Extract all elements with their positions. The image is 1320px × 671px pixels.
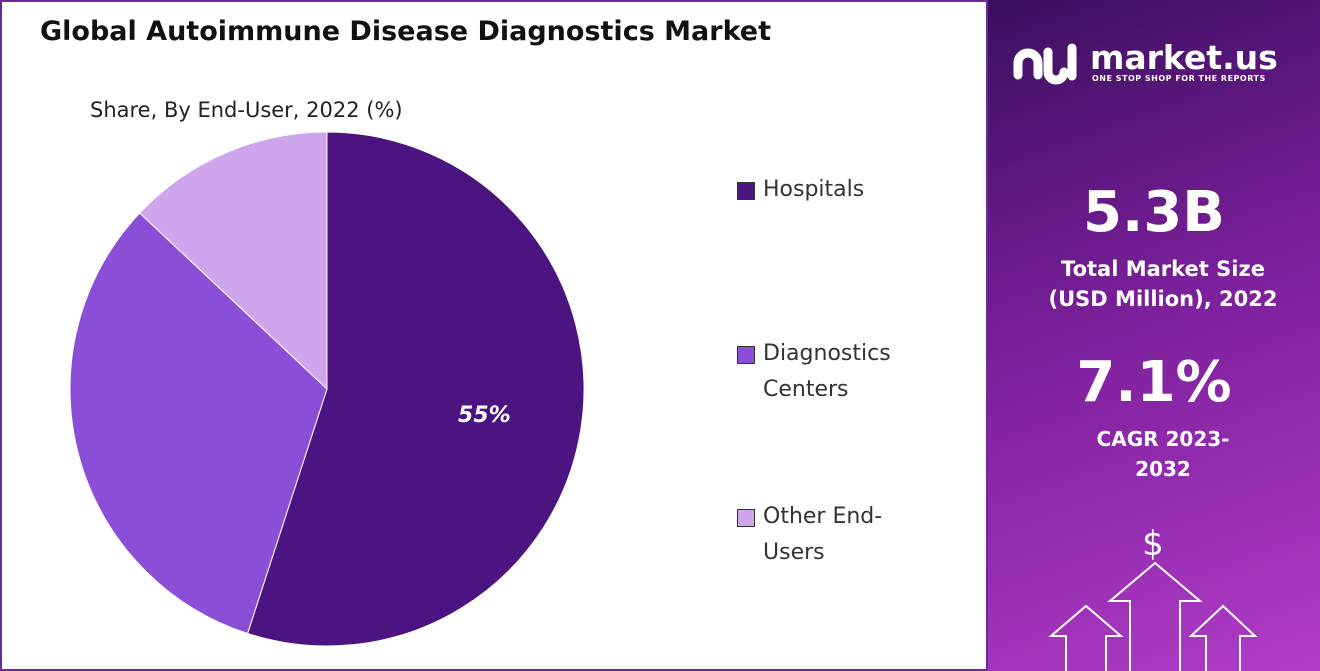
legend-entry: Other End-Users <box>737 499 927 571</box>
legend-swatch <box>737 346 755 364</box>
arrows <box>1048 561 1258 671</box>
legend-swatch <box>737 182 755 200</box>
data-label: 55% <box>458 403 511 428</box>
chart-title: Global Autoimmune Disease Diagnostics Ma… <box>40 16 772 47</box>
side-panel: $ market.us ONE STOP SHOP FOR THE REPORT… <box>988 0 1320 671</box>
legend-entry: Hospitals <box>737 172 927 208</box>
legend-label: Other End-Users <box>763 504 883 565</box>
cagr: 7.1% <box>1076 350 1232 415</box>
brand: market.us <box>1090 38 1278 77</box>
pie-slice <box>138 131 328 391</box>
market-size: 5.3B <box>1083 180 1225 245</box>
cagr-label: CAGR 2023-2032 <box>1096 427 1230 481</box>
tagline: ONE STOP SHOP FOR THE REPORTS <box>1092 74 1266 83</box>
chart-subtitle: Share, By End-User, 2022 (%) <box>90 98 403 122</box>
market-size-label: Total Market Size (USD Million), 2022 <box>1048 257 1278 311</box>
pie-chart: 55% <box>69 131 585 647</box>
pie-slice <box>246 131 585 647</box>
legend-entry: Diagnostics Centers <box>737 336 927 408</box>
logo <box>1013 43 1077 85</box>
legend-label: Diagnostics Centers <box>763 341 891 402</box>
legend-label: Hospitals <box>763 177 865 202</box>
decoration: $ <box>1013 43 1258 671</box>
chart-panel: Global Autoimmune Disease Diagnostics Ma… <box>0 0 988 671</box>
icon: $ <box>1142 524 1164 564</box>
legend-swatch <box>737 509 755 527</box>
pie-slice <box>69 212 328 635</box>
